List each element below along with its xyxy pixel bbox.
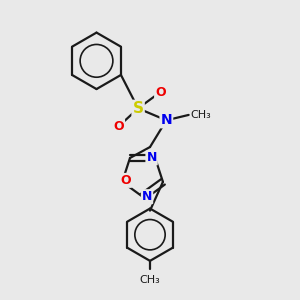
- Text: CH₃: CH₃: [190, 110, 211, 120]
- Text: N: N: [142, 190, 152, 203]
- Text: CH₃: CH₃: [140, 274, 160, 284]
- Text: O: O: [113, 120, 124, 133]
- Text: N: N: [146, 152, 157, 164]
- Text: S: S: [133, 101, 144, 116]
- Text: O: O: [155, 85, 166, 98]
- Text: N: N: [160, 113, 172, 127]
- Text: O: O: [121, 174, 131, 187]
